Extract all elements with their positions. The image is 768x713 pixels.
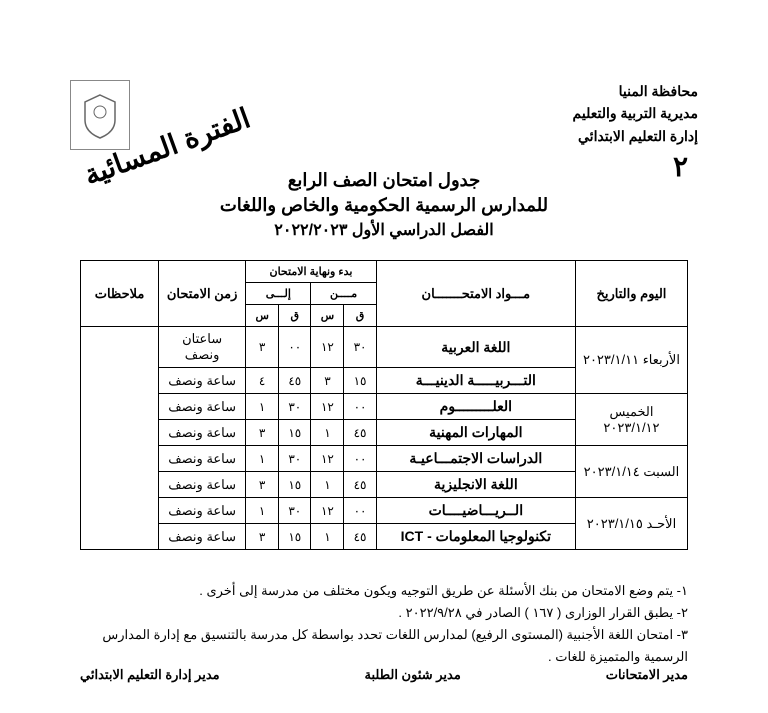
schedule-tbody: الأربعاء ٢٠٢٣/١/١١ اللغة العربية ٣٠ ١٢ ٠… [81,327,688,550]
signature-1: مدير الامتحانات [606,667,688,683]
schedule-table: اليوم والتاريخ مـــواد الامتحـــــــان ب… [80,260,688,550]
cell-to-m: ١٥ [279,472,311,498]
cell-subject: اللغة الانجليزية [376,472,575,498]
table-row: الخميس ٢٠٢٣/١/١٢ العلـــــــــوم ٠٠ ١٢ ٣… [81,394,688,420]
cell-duration: ساعة ونصف [159,446,246,472]
org-header: محافظة المنيا مديرية التربية والتعليم إد… [573,80,698,147]
title-line-1: جدول امتحان الصف الرابع [40,170,728,191]
cell-to-h: ٣ [246,327,279,368]
th-from: مــــن [311,283,376,305]
cell-subject: تكنولوجيا المعلومات - ICT [376,524,575,550]
cell-date: السبت ٢٠٢٣/١/١٤ [575,446,687,498]
th-notes: ملاحظات [81,261,159,327]
th-subject: مـــواد الامتحـــــــان [376,261,575,327]
th-date: اليوم والتاريخ [575,261,687,327]
cell-from-h: ١٢ [311,327,344,368]
note-3: ٣- امتحان اللغة الأجنبية (المستوى الرفيع… [80,624,688,668]
cell-to-m: ١٥ [279,420,311,446]
cell-from-h: ١٢ [311,446,344,472]
emblem-icon [70,80,130,150]
table-row: الأحـد ٢٠٢٣/١/١٥ الــريـــاضيــــات ٠٠ ١… [81,498,688,524]
cell-notes [81,327,159,550]
cell-from-m: ٠٠ [344,446,376,472]
cell-to-m: ٣٠ [279,498,311,524]
cell-subject: اللغة العربية [376,327,575,368]
cell-duration: ساعة ونصف [159,420,246,446]
cell-to-h: ١ [246,446,279,472]
th-to-h: س [246,305,279,327]
cell-subject: العلـــــــــوم [376,394,575,420]
cell-date: الخميس ٢٠٢٣/١/١٢ [575,394,687,446]
cell-subject: الــريـــاضيــــات [376,498,575,524]
cell-duration: ساعة ونصف [159,472,246,498]
cell-from-h: ١٢ [311,498,344,524]
th-from-h: س [311,305,344,327]
org-line-2: مديرية التربية والتعليم [573,102,698,124]
cell-to-m: ٤٥ [279,368,311,394]
cell-to-h: ٣ [246,524,279,550]
signatures-row: مدير الامتحانات مدير شئون الطلبة مدير إد… [80,667,688,683]
cell-from-m: ٤٥ [344,420,376,446]
cell-to-m: ٣٠ [279,446,311,472]
cell-from-h: ١ [311,472,344,498]
table-row: السبت ٢٠٢٣/١/١٤ الدراسات الاجتمـــاعيـة … [81,446,688,472]
title-line-2: للمدارس الرسمية الحكومية والخاص واللغات [40,195,728,216]
cell-to-h: ١ [246,498,279,524]
title-line-3: الفصل الدراسي الأول ٢٠٢٢/٢٠٢٣ [40,220,728,240]
cell-to-h: ٤ [246,368,279,394]
th-time-span: بدء ونهاية الامتحان [246,261,377,283]
cell-from-m: ٠٠ [344,394,376,420]
cell-duration: ساعة ونصف [159,368,246,394]
cell-to-h: ١ [246,394,279,420]
cell-to-h: ٣ [246,472,279,498]
cell-from-m: ٤٥ [344,472,376,498]
cell-subject: التـــربيـــــة الدينيـــة [376,368,575,394]
cell-duration: ساعتان ونصف [159,327,246,368]
note-1: ١- يتم وضع الامتحان من بنك الأسئلة عن طر… [80,580,688,602]
exam-schedule-page: محافظة المنيا مديرية التربية والتعليم إد… [40,20,728,693]
cell-duration: ساعة ونصف [159,498,246,524]
th-to: إلـــى [246,283,311,305]
cell-from-h: ١٢ [311,394,344,420]
cell-from-h: ١ [311,524,344,550]
title-block: جدول امتحان الصف الرابع للمدارس الرسمية … [40,170,728,240]
cell-to-m: ١٥ [279,524,311,550]
cell-date: الأربعاء ٢٠٢٣/١/١١ [575,327,687,394]
cell-from-m: ١٥ [344,368,376,394]
signature-2: مدير شئون الطلبة [365,667,461,683]
th-from-m: ق [344,305,376,327]
org-line-1: محافظة المنيا [573,80,698,102]
cell-from-m: ٣٠ [344,327,376,368]
signature-3: مدير إدارة التعليم الابتدائي [80,667,220,683]
note-2: ٢- يطبق القرار الوزارى ( ١٦٧ ) الصادر في… [80,602,688,624]
cell-subject: المهارات المهنية [376,420,575,446]
cell-to-h: ٣ [246,420,279,446]
cell-date: الأحـد ٢٠٢٣/١/١٥ [575,498,687,550]
table-row: الأربعاء ٢٠٢٣/١/١١ اللغة العربية ٣٠ ١٢ ٠… [81,327,688,368]
notes-block: ١- يتم وضع الامتحان من بنك الأسئلة عن طر… [80,580,688,668]
cell-from-m: ٠٠ [344,498,376,524]
th-duration: زمن الامتحان [159,261,246,327]
cell-from-h: ١ [311,420,344,446]
schedule-table-wrap: اليوم والتاريخ مـــواد الامتحـــــــان ب… [80,260,688,550]
cell-to-m: ٠٠ [279,327,311,368]
cell-to-m: ٣٠ [279,394,311,420]
cell-duration: ساعة ونصف [159,394,246,420]
th-to-m: ق [279,305,311,327]
org-line-3: إدارة التعليم الابتدائي [573,125,698,147]
cell-duration: ساعة ونصف [159,524,246,550]
cell-from-h: ٣ [311,368,344,394]
cell-subject: الدراسات الاجتمـــاعيـة [376,446,575,472]
cell-from-m: ٤٥ [344,524,376,550]
